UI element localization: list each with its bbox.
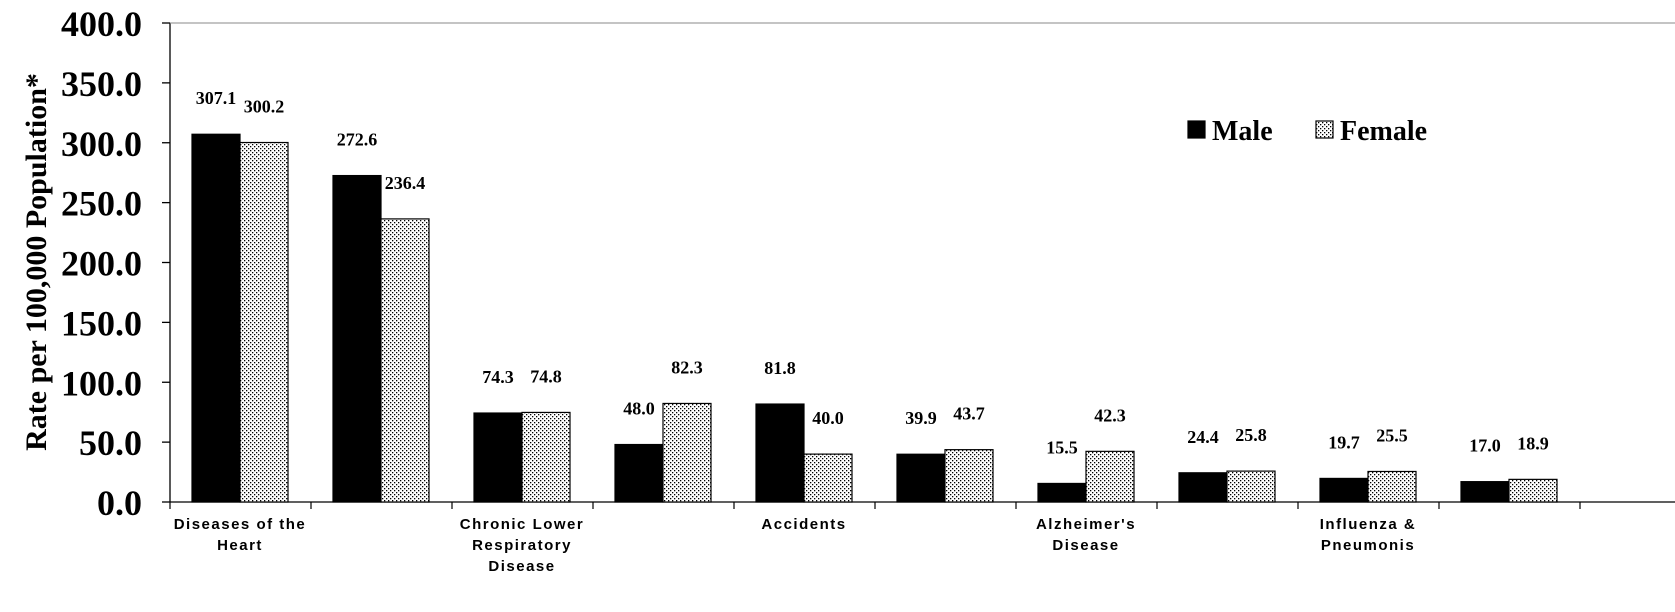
category-label: Disease — [1052, 537, 1119, 554]
category-label: Alzheimer's — [1036, 516, 1136, 533]
data-label-male: 17.0 — [1469, 436, 1501, 456]
bar-male — [896, 453, 946, 503]
data-label-female: 40.0 — [812, 408, 844, 428]
data-label-female: 18.9 — [1517, 433, 1549, 453]
y-axis: 0.0 50.0 100.0 150.0 200.0 250.0 300.0 350.0 400… — [61, 4, 1675, 523]
bar-male — [473, 412, 523, 503]
data-label-female: 236.4 — [385, 173, 426, 193]
data-label-female: 42.3 — [1094, 405, 1126, 425]
data-label-female: 82.3 — [671, 357, 703, 377]
legend-swatch-male — [1187, 120, 1206, 139]
data-label-male: 19.7 — [1328, 432, 1360, 452]
bar-female — [803, 453, 853, 503]
bar-female — [944, 449, 994, 503]
data-label-male: 39.9 — [905, 408, 937, 428]
bar-female — [1085, 450, 1135, 503]
legend-label-female: Female — [1340, 116, 1427, 147]
y-axis-label: Rate per 100,000 Population* — [20, 73, 53, 451]
bar-male — [191, 133, 241, 503]
data-label-male: 307.1 — [196, 88, 237, 108]
bar-male — [1460, 481, 1510, 503]
legend-label-male: Male — [1212, 116, 1273, 147]
y-tick-label: 150.0 — [61, 303, 142, 343]
category-label: Accidents — [761, 516, 846, 533]
bar-female — [662, 402, 712, 503]
data-label-male: 272.6 — [337, 130, 378, 150]
bar-female — [380, 218, 430, 503]
category-label: Heart — [217, 537, 263, 554]
data-label-male: 15.5 — [1046, 437, 1078, 457]
category-label: Diseases of the — [174, 516, 307, 533]
bar-male — [614, 443, 664, 503]
legend-swatch-female — [1315, 120, 1334, 139]
y-tick-label: 300.0 — [61, 124, 142, 164]
bar-female — [521, 411, 571, 503]
data-label-female: 74.8 — [530, 366, 562, 386]
data-label-male: 48.0 — [623, 399, 655, 419]
bar-male — [1037, 482, 1087, 503]
category-label: Respiratory — [472, 537, 572, 554]
data-label-male: 81.8 — [764, 358, 796, 378]
bar-female — [239, 141, 289, 503]
data-labels: 307.1 300.2 272.6 236.4 74.3 74.8 48.0 82.3 81.8… — [196, 88, 1549, 457]
legend: Male Female — [1187, 116, 1427, 147]
data-label-female: 300.2 — [244, 97, 285, 117]
data-label-female: 43.7 — [953, 404, 985, 424]
y-tick-label: 50.0 — [79, 423, 142, 463]
data-label-male: 24.4 — [1187, 427, 1219, 447]
data-label-female: 25.5 — [1376, 425, 1408, 445]
bar-series — [191, 133, 1558, 503]
y-tick-label: 200.0 — [61, 244, 142, 284]
data-label-male: 74.3 — [482, 367, 514, 387]
category-label: Pneumonis — [1321, 537, 1415, 554]
category-label: Disease — [488, 558, 555, 575]
y-tick-label: 400.0 — [61, 4, 142, 44]
bar-female — [1508, 478, 1558, 503]
x-axis — [169, 501, 1675, 509]
bar-male — [755, 403, 805, 503]
category-labels: Diseases of the Heart Chronic Lower Respira… — [174, 516, 1417, 575]
bar-female — [1367, 470, 1417, 503]
y-tick-label: 100.0 — [61, 363, 142, 403]
category-label: Influenza & — [1320, 516, 1417, 533]
data-label-female: 25.8 — [1235, 425, 1267, 445]
bar-male — [1178, 472, 1228, 503]
category-label: Chronic Lower — [460, 516, 585, 533]
y-tick-label: 350.0 — [61, 64, 142, 104]
bar-male — [1319, 477, 1369, 503]
y-tick-label: 250.0 — [61, 184, 142, 224]
bar-male — [332, 174, 382, 503]
y-tick-label: 0.0 — [97, 483, 142, 523]
bar-female — [1226, 470, 1276, 503]
